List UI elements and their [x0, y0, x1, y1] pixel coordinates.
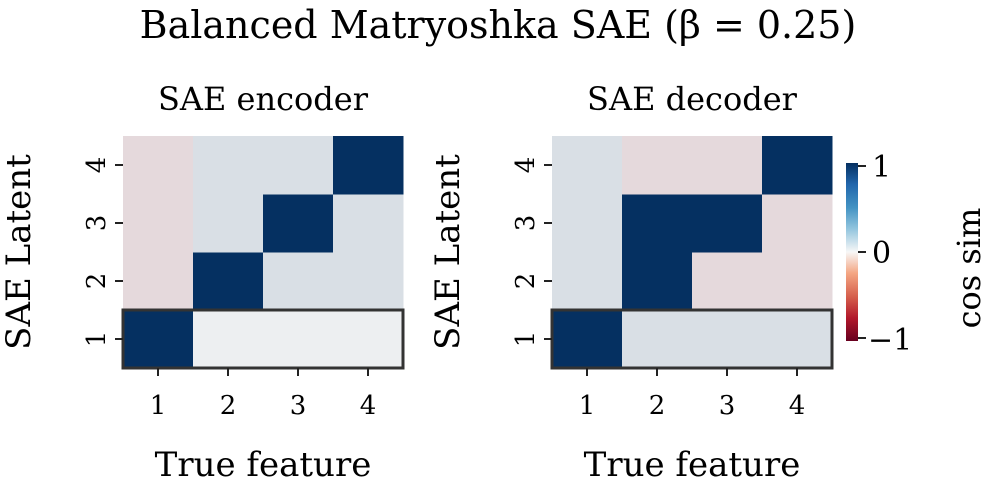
heatmap-cell	[622, 136, 693, 195]
heatmap-cell	[552, 252, 623, 311]
y-tick-label: 3	[511, 215, 541, 232]
x-tick-label: 2	[649, 391, 666, 421]
y-tick-label: 2	[82, 273, 112, 290]
y-axis-label: SAE Latent	[0, 154, 39, 350]
heatmap-cell	[263, 252, 334, 311]
colorbar-tick-label: −1	[868, 323, 912, 358]
heatmap-cell	[263, 310, 334, 369]
x-tick-label: 4	[789, 391, 806, 421]
heatmap-cell	[622, 194, 693, 253]
heatmap-cell	[123, 310, 194, 369]
colorbar-tick-label: 0	[872, 236, 891, 271]
colorbar-tick-label: 1	[872, 150, 891, 185]
x-tick-label: 2	[220, 391, 237, 421]
heatmap-cell	[193, 252, 264, 311]
colorbar-gradient	[846, 163, 858, 341]
heatmap-cell	[333, 310, 404, 369]
y-tick-label: 2	[511, 273, 541, 290]
heatmap-cell	[552, 136, 623, 195]
x-axis-label: True feature	[155, 445, 372, 485]
heatmap-cell	[762, 136, 833, 195]
heatmap-cell	[123, 194, 194, 253]
heatmap-cell	[193, 310, 264, 369]
y-tick-label: 1	[82, 331, 112, 348]
heatmap-cell	[333, 194, 404, 253]
heatmap-cell	[552, 194, 623, 253]
heatmap-cell	[123, 252, 194, 311]
y-tick-label: 4	[511, 157, 541, 174]
panel-title: SAE decoder	[587, 80, 798, 118]
colorbar: 1 0 −1 cos sim	[846, 150, 988, 358]
colorbar-label: cos sim	[950, 208, 988, 329]
heatmap-cell	[762, 310, 833, 369]
heatmap-cell	[333, 252, 404, 311]
heatmap-cell	[123, 136, 194, 195]
heatmap-panel-decoder: SAE decoder 1 2 3 4 1 2 3 4 True feature SAE Laten…	[428, 80, 834, 485]
heatmap-cell	[622, 310, 693, 369]
y-axis-label: SAE Latent	[428, 154, 468, 350]
x-tick-label: 4	[360, 391, 377, 421]
heatmap-cell	[193, 136, 264, 195]
y-tick-label: 3	[82, 215, 112, 232]
x-axis-label: True feature	[584, 445, 801, 485]
heatmap-cell	[193, 194, 264, 253]
heatmap-cell	[333, 136, 404, 195]
heatmap-cell	[762, 194, 833, 253]
x-tick-label: 3	[719, 391, 736, 421]
heatmap-cell	[692, 136, 763, 195]
heatmap-cell	[692, 252, 763, 311]
y-tick-label: 4	[82, 157, 112, 174]
y-tick-label: 1	[511, 331, 541, 348]
heatmap-cell	[622, 252, 693, 311]
heatmap-cell	[762, 252, 833, 311]
panel-title: SAE encoder	[158, 80, 369, 118]
x-tick-label: 1	[150, 391, 167, 421]
heatmap-cell	[263, 136, 334, 195]
heatmap-cell	[692, 310, 763, 369]
x-tick-label: 1	[579, 391, 596, 421]
heatmap-cell	[263, 194, 334, 253]
heatmap-cell	[552, 310, 623, 369]
heatmap-panel-encoder: SAE encoder 1 2 3 4 1 2 3 4 True feature SAE Laten…	[0, 80, 405, 485]
heatmap-cell	[692, 194, 763, 253]
figure-title: Balanced Matryoshka SAE (β = 0.25)	[140, 3, 857, 47]
x-tick-label: 3	[290, 391, 307, 421]
